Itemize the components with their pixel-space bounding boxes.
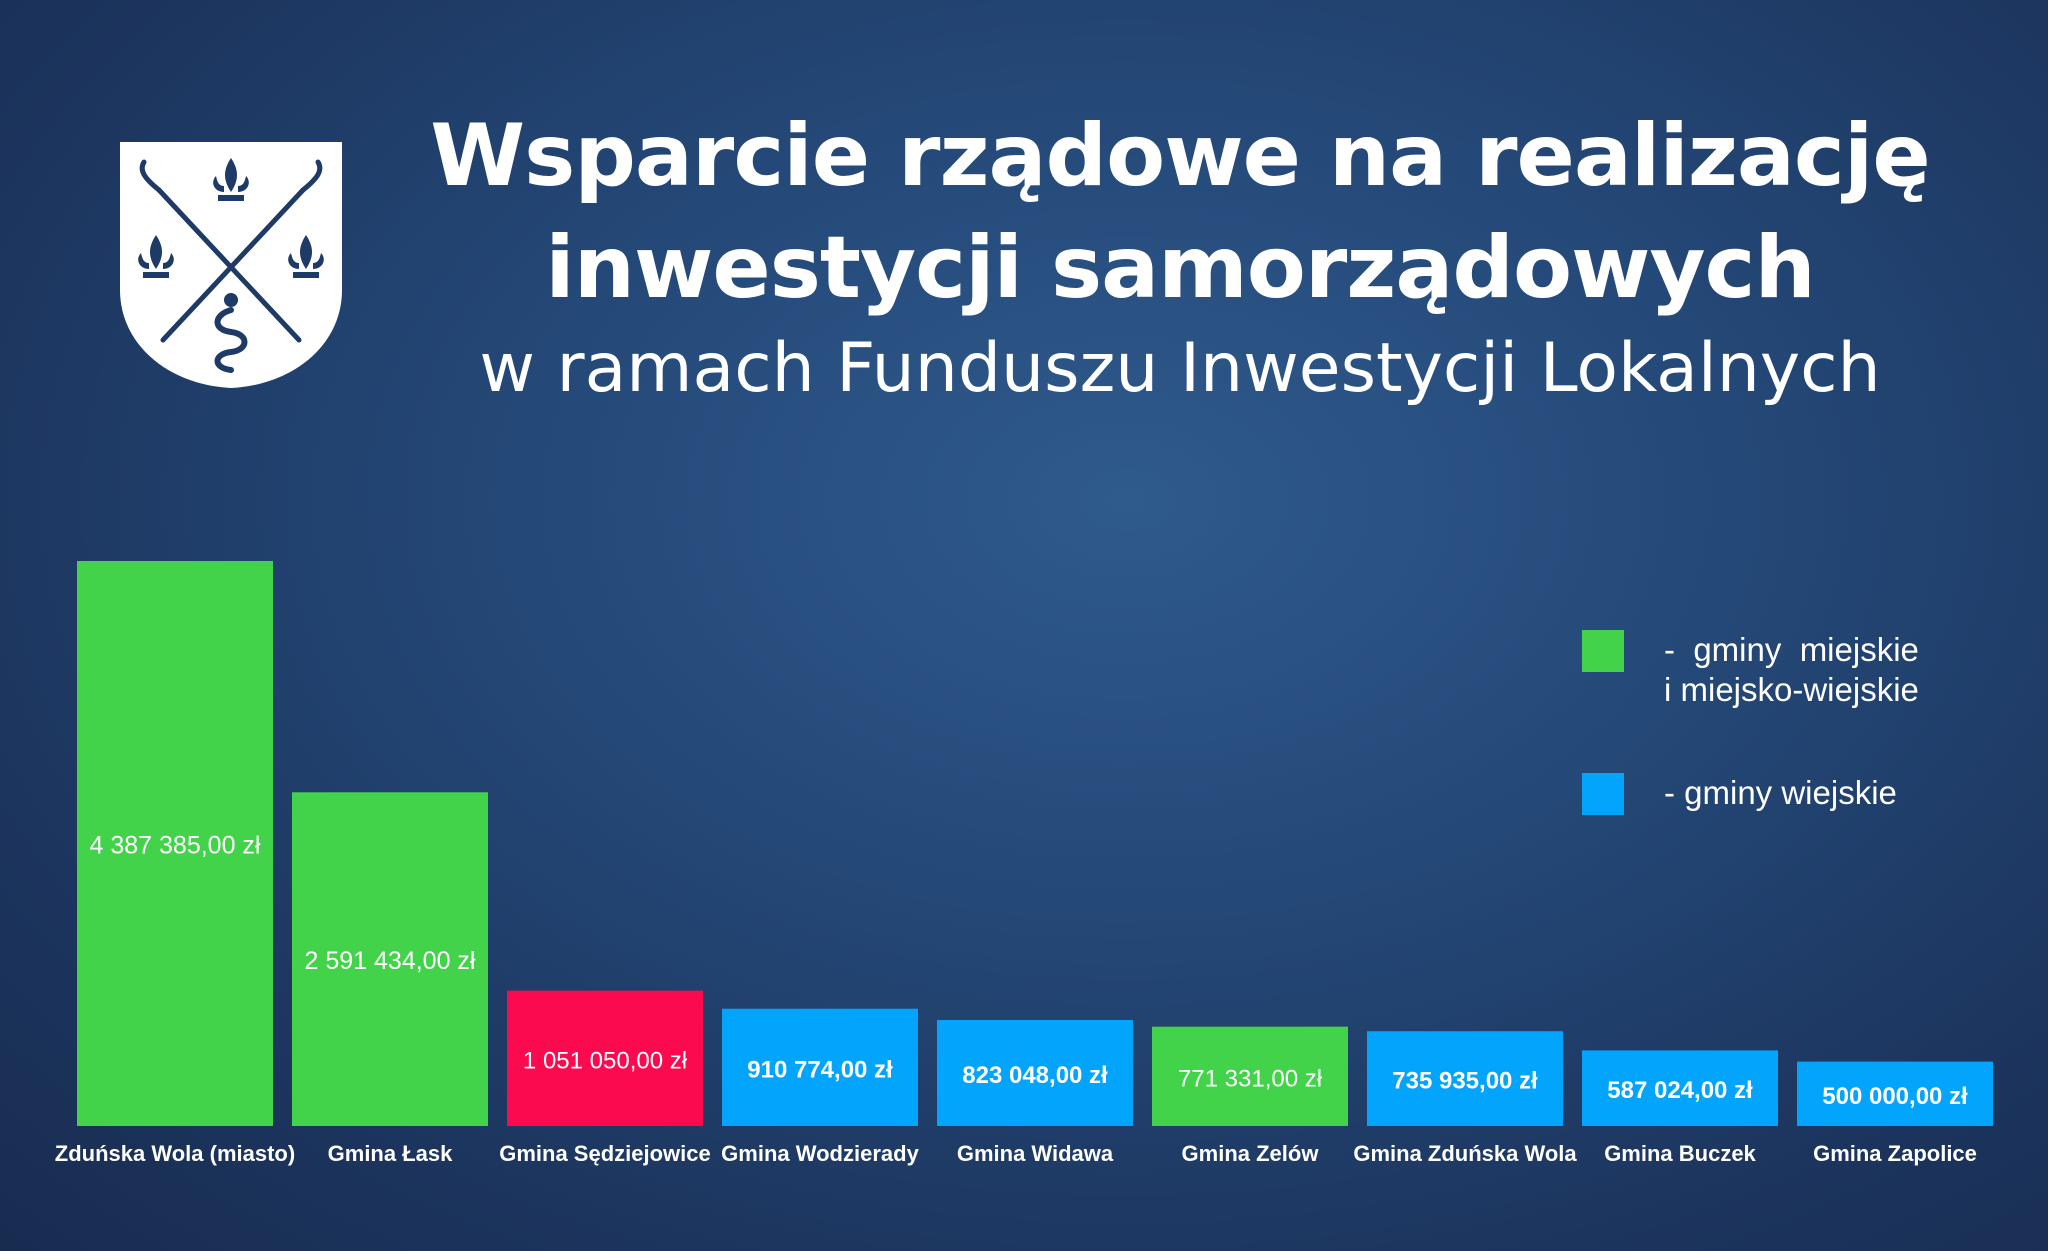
- page-title-line-1: Wsparcie rządowe na realizację: [430, 106, 1930, 206]
- bar-5: [937, 1020, 1133, 1126]
- bar-7: [1367, 1031, 1563, 1126]
- bar-value-label-6: 771 331,00 zł: [1178, 1065, 1323, 1092]
- category-label-5: Gmina Widawa: [957, 1141, 1114, 1166]
- legend-label-rural: - gminy wiejskie: [1664, 774, 1897, 811]
- category-label-4: Gmina Wodzierady: [721, 1141, 919, 1166]
- bar-value-label-4: 910 774,00 zł: [747, 1056, 893, 1083]
- category-label-9: Gmina Zapolice: [1813, 1141, 1977, 1166]
- bar-8: [1582, 1050, 1778, 1126]
- coat-of-arms-icon: [120, 142, 342, 388]
- bar-value-label-2: 2 591 434,00 zł: [305, 947, 476, 975]
- category-label-3: Gmina Sędziejowice: [499, 1141, 711, 1166]
- bar-value-label-7: 735 935,00 zł: [1392, 1068, 1538, 1095]
- bar-1: [77, 561, 273, 1126]
- legend-label-urban-line1: - gminy miejskie: [1664, 631, 1919, 668]
- category-label-6: Gmina Zelów: [1182, 1141, 1320, 1166]
- bar-4: [722, 1008, 918, 1126]
- bar-2: [292, 792, 488, 1126]
- legend-label-urban-line2: i miejsko-wiejskie: [1664, 671, 1919, 708]
- category-label-7: Gmina Zduńska Wola: [1353, 1141, 1577, 1166]
- page-subtitle: w ramach Funduszu Inwestycji Lokalnych: [479, 329, 1881, 408]
- category-label-1: Zduńska Wola (miasto): [55, 1141, 295, 1166]
- legend-label-urban: - gminy miejskie i miejsko-wiejskie: [1664, 630, 1919, 710]
- bar-9: [1797, 1061, 1993, 1126]
- bar-3: [507, 990, 703, 1126]
- bar-value-label-5: 823 048,00 zł: [962, 1062, 1108, 1089]
- bar-value-label-3: 1 051 050,00 zł: [523, 1047, 688, 1074]
- legend-swatch-rural: [1582, 773, 1624, 815]
- category-label-8: Gmina Buczek: [1604, 1141, 1756, 1166]
- page-title-line-2: inwestycji samorządowych: [545, 218, 1816, 318]
- legend-swatch-urban: [1582, 630, 1624, 672]
- title-block: Wsparcie rządowe na realizację inwestycj…: [400, 100, 1960, 414]
- bar-value-label-1: 4 387 385,00 zł: [90, 832, 261, 860]
- bar-value-label-8: 587 024,00 zł: [1607, 1077, 1753, 1104]
- category-label-2: Gmina Łask: [328, 1141, 453, 1166]
- bar-value-label-9: 500 000,00 zł: [1822, 1083, 1968, 1110]
- bar-6: [1152, 1026, 1348, 1126]
